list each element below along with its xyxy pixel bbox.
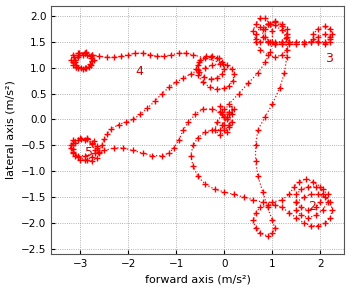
Text: 4: 4: [135, 66, 143, 78]
Y-axis label: lateral axis (m/s²): lateral axis (m/s²): [6, 80, 15, 179]
X-axis label: forward axis (m/s²): forward axis (m/s²): [145, 274, 251, 284]
Text: 5: 5: [85, 146, 93, 159]
Text: 2: 2: [308, 200, 316, 213]
Text: 1: 1: [228, 105, 236, 118]
Text: 3: 3: [325, 52, 333, 66]
